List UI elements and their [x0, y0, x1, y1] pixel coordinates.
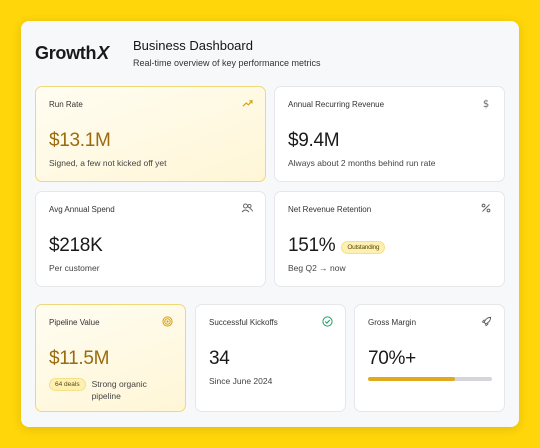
run-rate-card[interactable]: Run Rate $13.1M Signed, a few not kicked…	[35, 86, 266, 182]
avg-spend-value: $218K	[49, 235, 103, 256]
rocket-icon	[480, 315, 492, 327]
logo-text: Growth	[35, 43, 97, 63]
check-circle-icon	[321, 315, 333, 327]
target-icon	[161, 315, 173, 327]
pipeline-label: Pipeline Value	[49, 318, 100, 327]
pipeline-meta: 64 deals Strong organic pipeline	[49, 378, 158, 402]
arr-label: Annual Recurring Revenue	[288, 100, 385, 109]
margin-progress-bar	[368, 377, 492, 381]
nrr-label: Net Revenue Retention	[288, 205, 372, 214]
logo-mark: X	[97, 43, 109, 63]
run-rate-value: $13.1M	[49, 130, 111, 151]
trending-up-icon	[241, 97, 253, 109]
page-title: Business Dashboard	[133, 38, 253, 53]
kickoffs-value: 34	[209, 348, 230, 369]
nrr-value: 151%	[288, 235, 336, 256]
page-subtitle: Real-time overview of key performance me…	[133, 58, 321, 68]
run-rate-label: Run Rate	[49, 100, 83, 109]
dollar-icon: $	[480, 97, 492, 109]
kickoffs-subtitle: Since June 2024	[209, 376, 273, 386]
margin-progress-fill	[368, 377, 455, 381]
nrr-subtitle: Beg Q2 → now	[288, 263, 346, 273]
pipeline-subtitle: Strong organic pipeline	[91, 379, 147, 401]
avg-spend-card[interactable]: Avg Annual Spend $218K Per customer	[35, 191, 266, 287]
margin-label: Gross Margin	[368, 318, 417, 327]
growthx-logo[interactable]: Growth X	[35, 43, 109, 64]
kickoffs-card[interactable]: Successful Kickoffs 34 Since June 2024	[195, 304, 346, 412]
dashboard-panel: Growth X Business Dashboard Real-time ove…	[21, 21, 519, 427]
pipeline-value: $11.5M	[49, 348, 110, 369]
arr-subtitle: Always about 2 months behind run rate	[288, 158, 436, 168]
nrr-card[interactable]: Net Revenue Retention 151% Outstanding B…	[274, 191, 505, 287]
svg-text:$: $	[483, 99, 489, 109]
margin-card[interactable]: Gross Margin 70%+	[354, 304, 505, 412]
kickoffs-label: Successful Kickoffs	[209, 318, 278, 327]
pipeline-card[interactable]: Pipeline Value $11.5M 64 deals Strong or…	[35, 304, 186, 412]
run-rate-subtitle: Signed, a few not kicked off yet	[49, 158, 167, 168]
users-icon	[241, 202, 253, 214]
avg-spend-subtitle: Per customer	[49, 263, 100, 273]
avg-spend-label: Avg Annual Spend	[49, 205, 115, 214]
nrr-value-row: 151% Outstanding	[288, 235, 386, 257]
deals-badge: 64 deals	[49, 378, 86, 391]
percent-icon	[480, 202, 492, 214]
outstanding-badge: Outstanding	[341, 241, 386, 254]
arr-value: $9.4M	[288, 130, 340, 151]
arr-card[interactable]: Annual Recurring Revenue $ $9.4M Always …	[274, 86, 505, 182]
margin-value: 70%+	[368, 348, 416, 369]
